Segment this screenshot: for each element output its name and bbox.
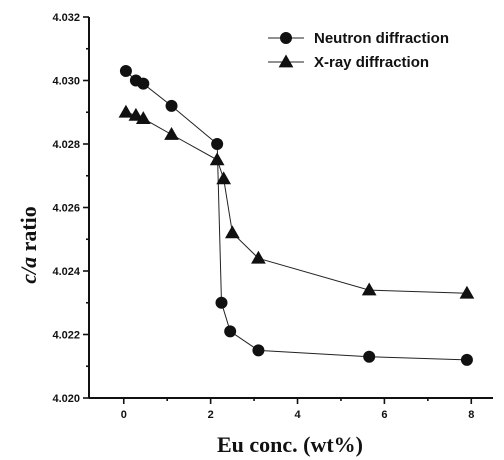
legend-marker <box>278 54 294 68</box>
legend-entry: Neutron diffraction <box>268 30 449 47</box>
x-axis-title: Eu conc. (wt%) <box>217 432 363 457</box>
x-tick-label: 8 <box>468 409 474 421</box>
data-point <box>119 64 132 77</box>
y-tick-label: 4.024 <box>52 266 80 278</box>
y-axis-title-rest: ratio <box>16 206 41 257</box>
axes <box>88 17 493 399</box>
data-point <box>216 171 232 185</box>
y-axis-title-italic: c/a <box>16 257 41 284</box>
y-axis-title: c/a ratio <box>16 206 41 284</box>
x-tick-label: 4 <box>294 409 301 421</box>
y-tick-label: 4.032 <box>52 12 80 24</box>
y-tick-label: 4.026 <box>52 203 80 215</box>
y-tick-label: 4.030 <box>52 76 80 88</box>
series-triangle <box>118 104 475 299</box>
data-point <box>252 344 265 357</box>
series-line <box>125 70 467 361</box>
legend-marker <box>280 32 292 44</box>
y-tick-label: 4.020 <box>52 393 80 405</box>
data-point <box>165 99 178 112</box>
y-tick-label: 4.022 <box>52 330 80 342</box>
y-tick-label: 4.028 <box>52 139 80 151</box>
legend-label: X-ray diffraction <box>314 54 429 71</box>
data-point <box>251 250 266 264</box>
data-point <box>137 77 150 90</box>
data-point <box>209 152 225 166</box>
data-point <box>135 111 151 124</box>
ticks: 4.020 4.022 4.024 4.026 4.028 4.030 4.032 0 2 4 6 8 <box>52 12 474 421</box>
x-tick-label: 2 <box>208 409 214 421</box>
data-point <box>224 225 240 239</box>
legend-entry: X-ray diffraction <box>268 54 429 71</box>
legend: Neutron diffraction X-ray diffraction <box>268 30 449 71</box>
data-point <box>211 138 224 150</box>
data-point <box>128 107 144 121</box>
data-point <box>460 353 473 366</box>
series-layer <box>118 64 475 366</box>
data-point <box>215 296 228 309</box>
x-tick-label: 6 <box>381 409 387 421</box>
x-tick-label: 0 <box>121 409 127 421</box>
data-point <box>459 285 475 299</box>
data-point <box>118 104 134 118</box>
data-point <box>224 325 237 338</box>
series-circle <box>119 64 473 366</box>
legend-label: Neutron diffraction <box>314 30 449 47</box>
data-point <box>164 126 179 140</box>
data-point <box>361 282 377 296</box>
data-point <box>363 350 376 363</box>
